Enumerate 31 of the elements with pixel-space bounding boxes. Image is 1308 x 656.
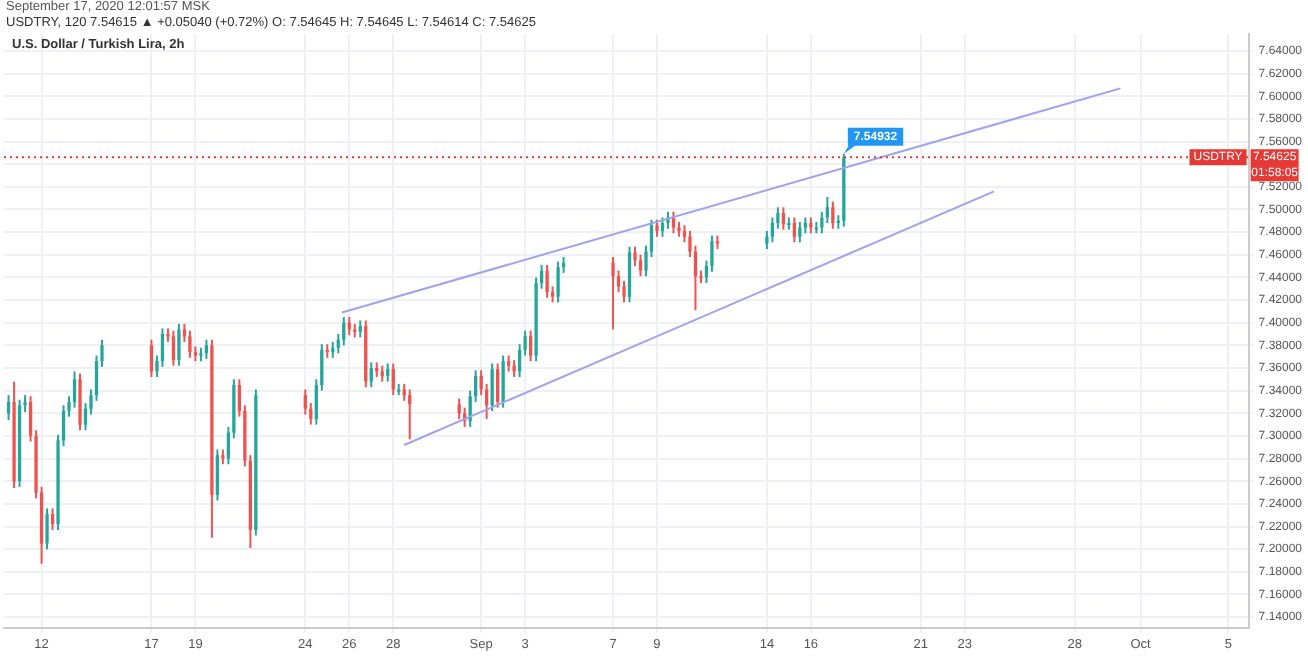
candlestick <box>611 256 615 331</box>
candlestick <box>490 362 494 413</box>
candlestick <box>369 361 373 389</box>
candlestick <box>633 245 637 268</box>
candlestick <box>457 397 461 420</box>
candlestick <box>386 362 390 383</box>
candlestick <box>622 279 626 304</box>
candlestick <box>408 388 412 441</box>
candlestick <box>831 200 835 230</box>
candlestick <box>798 220 802 244</box>
candlestick <box>545 263 549 299</box>
candlestick <box>188 329 192 359</box>
candlestick <box>149 338 154 379</box>
candlestick <box>391 362 395 397</box>
candlestick <box>72 370 77 409</box>
candlestick <box>177 322 181 367</box>
candlestick <box>495 362 500 409</box>
candlestick <box>660 216 665 238</box>
candlestick <box>627 245 632 304</box>
candlestick <box>215 448 220 502</box>
candlestick <box>556 260 560 304</box>
candlestick <box>78 372 82 432</box>
candlestick <box>204 338 209 360</box>
candlestick <box>792 216 797 244</box>
candlestick <box>342 316 346 347</box>
candlestick <box>45 507 49 551</box>
candlestick <box>501 354 505 409</box>
candlestick <box>638 253 643 278</box>
candlestick <box>171 329 176 367</box>
candlestick <box>528 329 533 363</box>
candlestick <box>347 316 351 337</box>
